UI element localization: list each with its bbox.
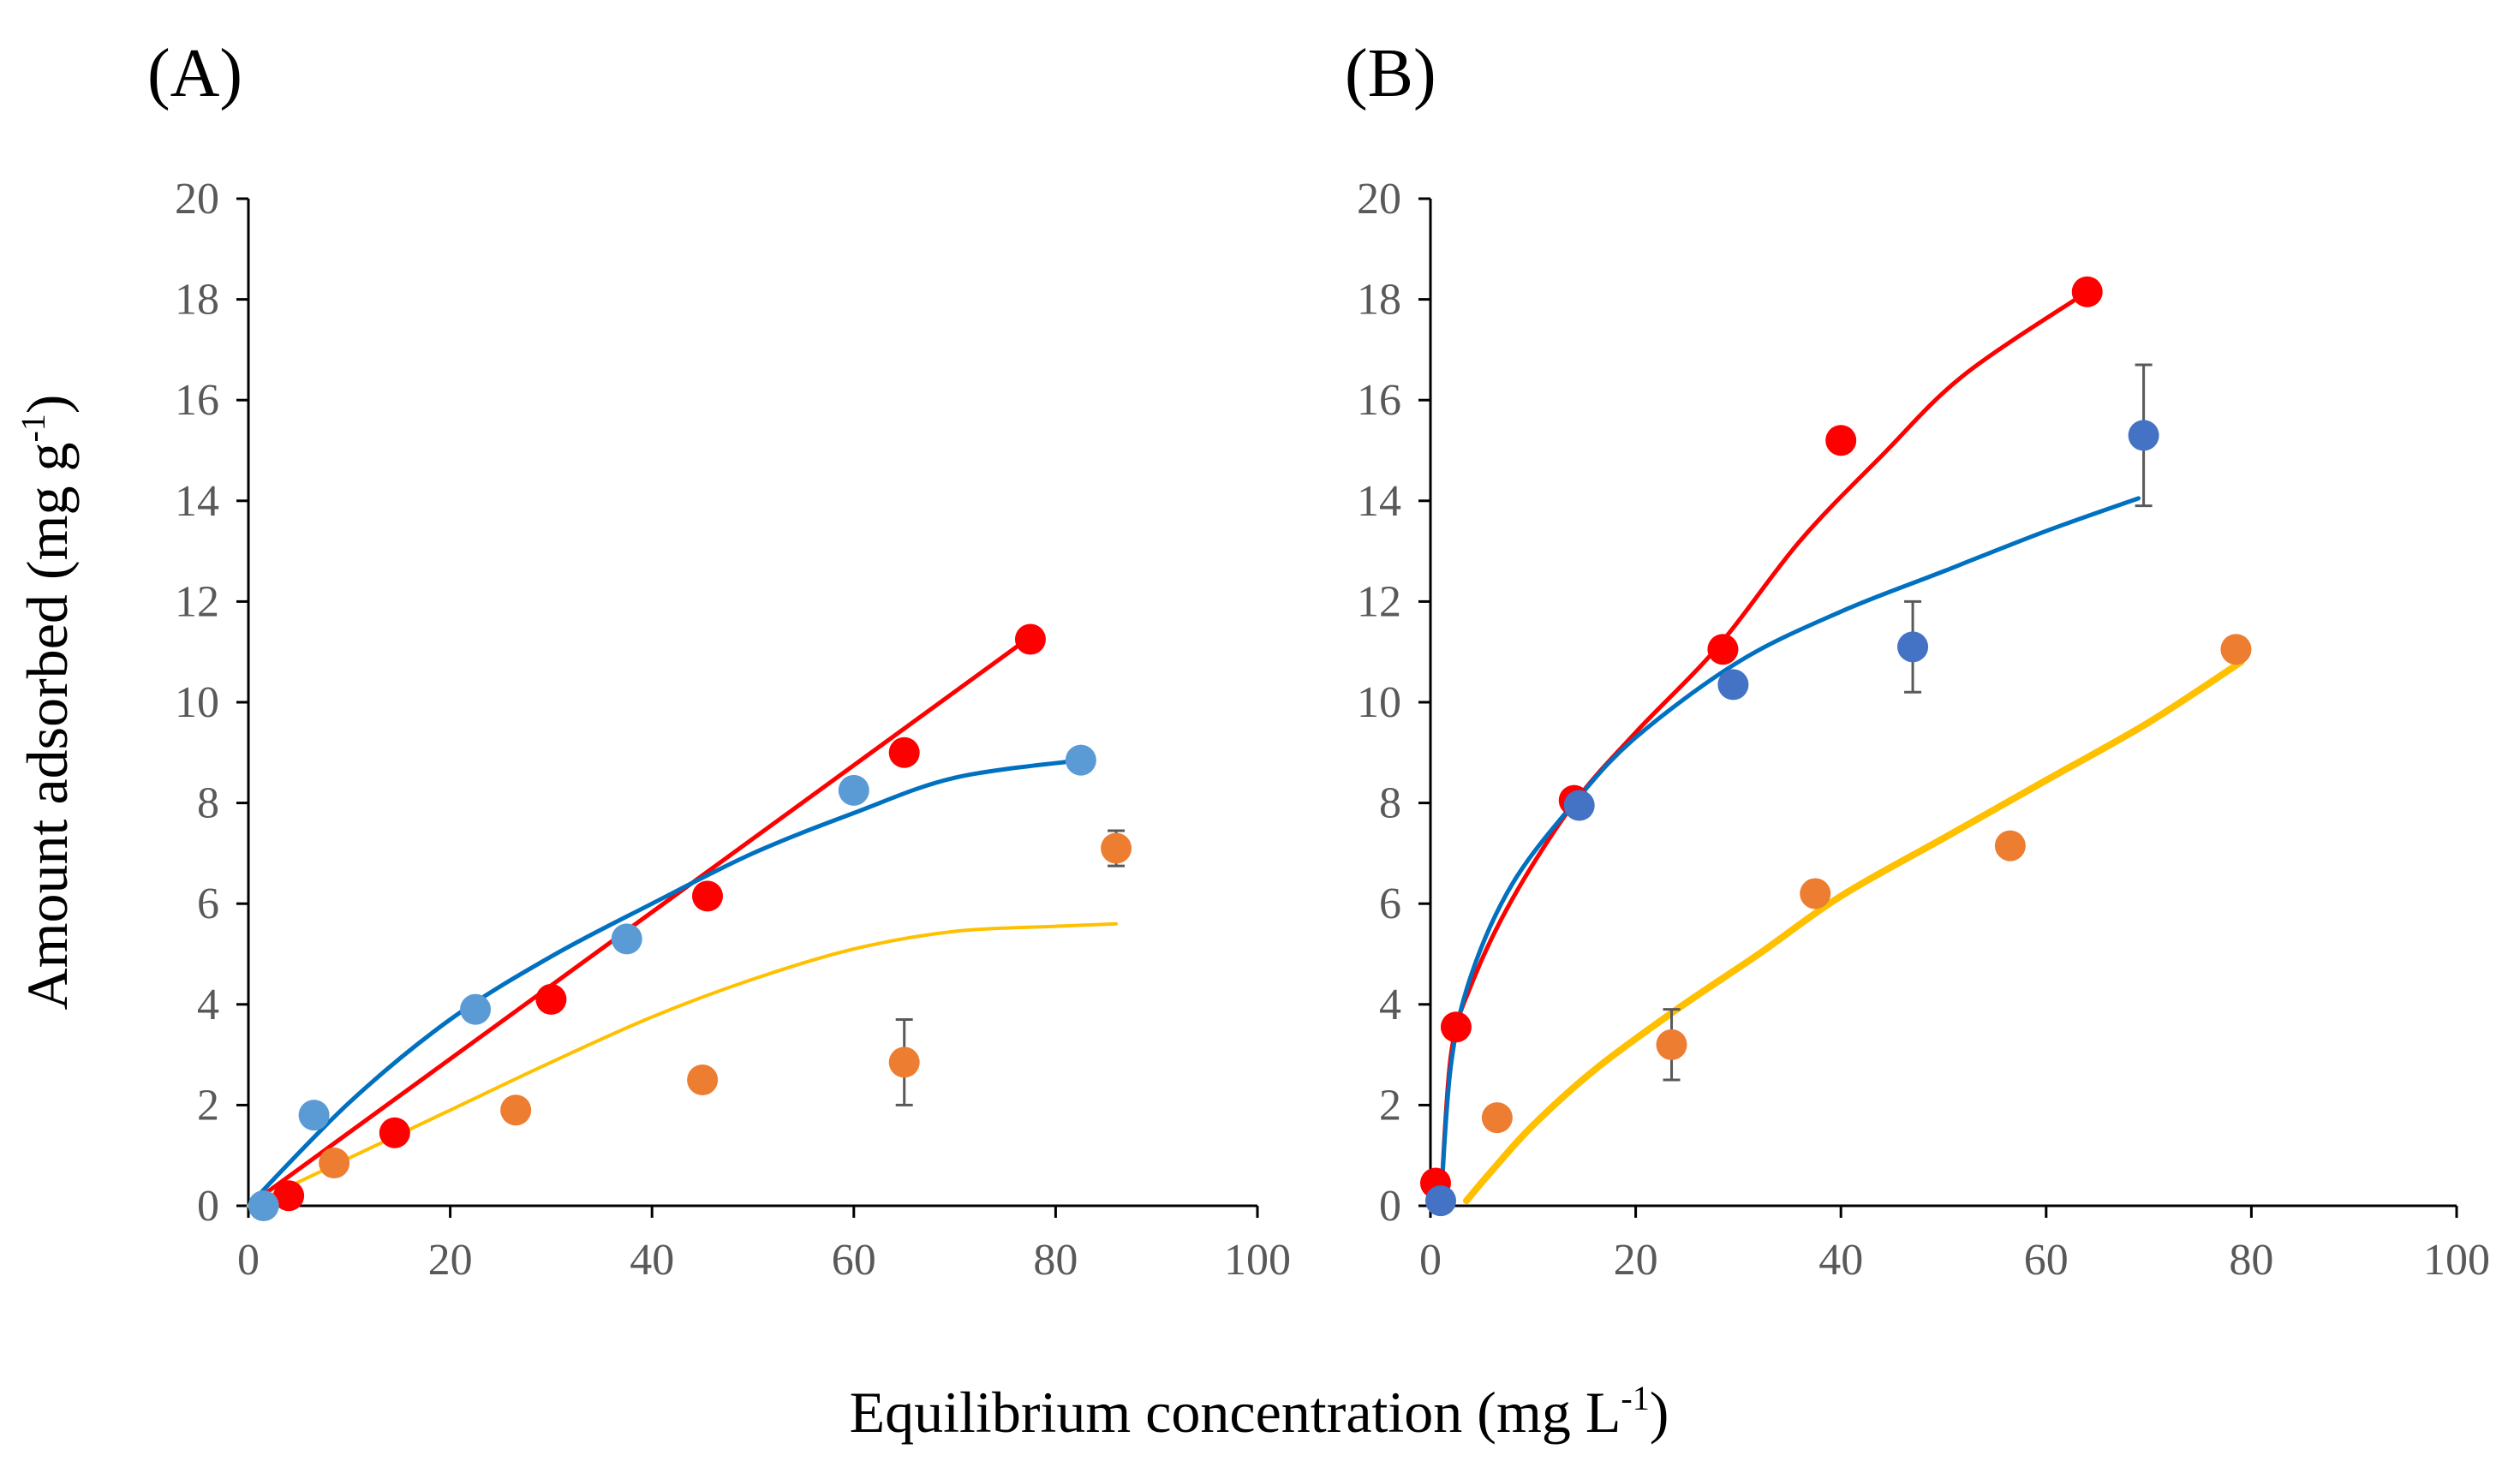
data-point-blue	[1563, 790, 1595, 821]
data-point-blue	[1424, 1185, 1456, 1217]
data-point-red	[1014, 623, 1046, 655]
x-tick-label: 60	[2024, 1236, 2069, 1285]
data-point-orange	[1994, 830, 2026, 862]
data-point-red	[379, 1117, 410, 1148]
y-tick-label: 8	[197, 779, 219, 828]
y-tick-label: 10	[175, 678, 219, 727]
data-point-blue	[1897, 631, 1929, 663]
x-tick-label: 40	[1818, 1236, 1863, 1285]
data-point-blue	[298, 1100, 330, 1131]
data-point-red	[1440, 1011, 1472, 1043]
fit-line-blue-fit	[246, 758, 1084, 1208]
panel-label: (B)	[1345, 36, 1436, 111]
data-point-orange	[1656, 1029, 1687, 1060]
x-tick-label: 0	[1419, 1236, 1442, 1285]
y-axis-title: Amount adsorbed (mg g-1)	[14, 395, 80, 1011]
y-tick-label: 0	[1379, 1182, 1401, 1231]
y-tick-label: 20	[1357, 175, 1401, 224]
y-tick-label: 16	[175, 376, 219, 425]
data-point-orange	[1101, 832, 1132, 864]
data-point-blue	[2128, 420, 2159, 451]
x-tick-label: 80	[2229, 1236, 2273, 1285]
data-point-orange	[2220, 634, 2252, 665]
x-tick-label: 80	[1033, 1236, 1078, 1285]
y-tick-label: 14	[1357, 477, 1401, 526]
data-point-orange	[888, 1047, 920, 1078]
data-point-orange	[1800, 878, 1831, 909]
panel-b: (B) 0 2 4 6 8 10 12 14 16 18 20 0 20 40 60 80 100	[1345, 36, 2490, 1285]
y-tick-label: 10	[1357, 678, 1401, 727]
y-tick-label: 18	[175, 276, 219, 325]
x-tick-label: 100	[1224, 1236, 1291, 1285]
fit-line-yellow-fit	[247, 921, 1119, 1208]
y-tick-label: 6	[197, 880, 219, 928]
data-point-blue	[611, 923, 642, 955]
y-tick-label: 2	[197, 1081, 219, 1130]
data-point-orange	[500, 1094, 532, 1126]
y-tick-label: 2	[1379, 1081, 1401, 1130]
y-tick-label: 18	[1357, 276, 1401, 325]
x-tick-label: 0	[237, 1236, 260, 1285]
data-point-blue	[1065, 744, 1096, 776]
y-tick-label: 8	[1379, 779, 1401, 828]
x-tick-label: 20	[1614, 1236, 1658, 1285]
y-tick-label: 4	[197, 981, 219, 1029]
x-tick-label: 40	[630, 1236, 674, 1285]
y-tick-label: 14	[175, 477, 219, 526]
data-point-red	[1707, 634, 1739, 665]
x-tick-label: 100	[2423, 1236, 2490, 1285]
data-point-orange	[1481, 1102, 1513, 1134]
x-tick-label: 20	[428, 1236, 473, 1285]
y-tick-label: 12	[175, 577, 219, 626]
x-tick-label: 60	[832, 1236, 876, 1285]
data-point-red	[691, 880, 723, 912]
x-axis-title: Equilibrium concentration (mg L-1)	[850, 1379, 1669, 1445]
data-point-red	[1825, 425, 1857, 456]
y-tick-label: 16	[1357, 376, 1401, 425]
data-point-orange	[319, 1148, 350, 1179]
y-tick-label: 20	[175, 175, 219, 224]
fit-line-red-fit	[1438, 289, 2090, 1208]
data-point-blue	[460, 993, 492, 1025]
data-point-orange	[687, 1064, 719, 1095]
data-point-red	[888, 736, 920, 768]
fit-line-yellow-fit	[1462, 658, 2245, 1205]
panel-a: (A) 0 2 4 6 8 10 12 14 16 18 20 0 20 40 60 80 100	[147, 36, 1291, 1285]
data-point-red	[535, 983, 567, 1015]
y-tick-label: 12	[1357, 577, 1401, 626]
data-point-blue	[248, 1190, 279, 1221]
data-point-blue	[838, 774, 869, 806]
fit-line-blue-fit	[1438, 496, 2141, 1208]
panel-label: (A)	[147, 36, 242, 111]
fit-line-red-fit	[246, 635, 1033, 1208]
data-point-red	[273, 1180, 305, 1212]
y-tick-label: 4	[1379, 981, 1401, 1029]
data-point-blue	[1717, 669, 1749, 701]
data-point-red	[2071, 276, 2103, 307]
y-tick-label: 6	[1379, 880, 1401, 928]
y-tick-label: 0	[197, 1182, 219, 1231]
